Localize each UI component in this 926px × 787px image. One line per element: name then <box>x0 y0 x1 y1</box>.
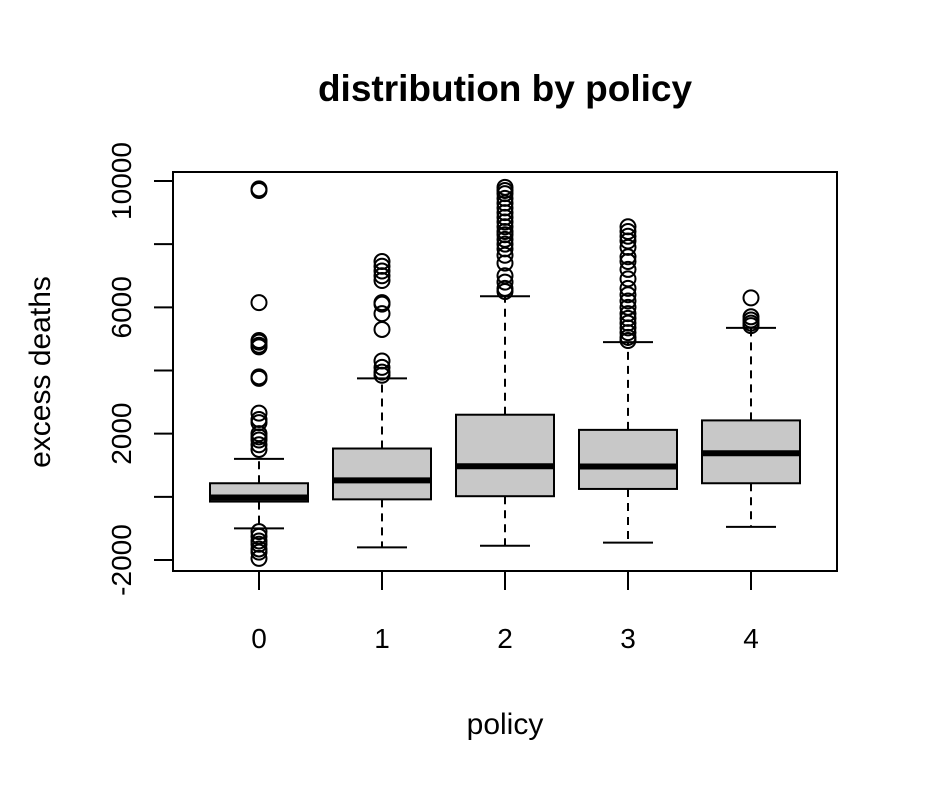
x-tick-label: 1 <box>374 623 390 654</box>
outlier-point <box>250 436 268 454</box>
outlier-point <box>496 218 514 236</box>
outlier-point <box>250 431 268 449</box>
box-policy-4 <box>701 289 801 528</box>
box-policy-2 <box>455 178 555 547</box>
y-tick-label: 2000 <box>106 403 137 465</box>
outlier-point <box>250 338 268 356</box>
outlier-point <box>250 180 268 198</box>
iqr-box <box>455 413 555 498</box>
outlier-point <box>373 305 391 323</box>
box-policy-1 <box>332 253 432 549</box>
outlier-point <box>250 440 268 458</box>
outlier-point <box>619 279 637 297</box>
outlier-point <box>619 286 637 304</box>
outlier-point <box>250 404 268 422</box>
box-policy-3 <box>578 218 678 544</box>
outlier-point <box>619 260 637 278</box>
outlier-point <box>373 358 391 376</box>
x-tick-label: 4 <box>743 623 759 654</box>
outlier-point <box>496 213 514 231</box>
outlier-point <box>250 369 268 387</box>
outlier-point <box>250 523 268 541</box>
box-policy-0 <box>209 180 309 567</box>
outlier-point <box>619 331 637 349</box>
iqr-box <box>332 447 432 501</box>
y-axis-label: excess deaths <box>24 276 57 468</box>
y-axis: -2000 2000 6000 10000 <box>106 142 173 596</box>
outlier-point <box>373 271 391 289</box>
outlier-point <box>619 253 637 271</box>
outlier-point <box>373 366 391 384</box>
outlier-point <box>619 292 637 310</box>
chart-title: distribution by policy <box>318 68 693 109</box>
y-tick-label: 10000 <box>106 142 137 220</box>
outlier-point <box>742 289 760 307</box>
x-axis: 0 1 2 3 4 <box>251 571 759 654</box>
outlier-point <box>373 262 391 280</box>
x-tick-label: 3 <box>620 623 636 654</box>
outlier-point <box>496 235 514 253</box>
outlier-point <box>619 227 637 245</box>
boxes-layer <box>209 178 801 567</box>
y-tick-label: -2000 <box>106 524 137 596</box>
x-axis-label: policy <box>467 708 544 741</box>
outlier-point <box>373 267 391 285</box>
outlier-point <box>250 549 268 567</box>
outlier-point <box>373 320 391 338</box>
outlier-point <box>496 283 514 301</box>
iqr-box <box>578 428 678 490</box>
outlier-point <box>496 273 514 291</box>
x-tick-label: 2 <box>497 623 513 654</box>
outlier-point <box>250 543 268 561</box>
outlier-point <box>619 248 637 266</box>
y-tick-label: 6000 <box>106 276 137 338</box>
outlier-point <box>619 319 637 337</box>
outlier-point <box>496 254 514 272</box>
outlier-point <box>496 246 514 264</box>
x-tick-label: 0 <box>251 623 267 654</box>
outlier-point <box>742 317 760 335</box>
outlier-point <box>373 295 391 313</box>
outlier-point <box>250 294 268 312</box>
outlier-point <box>619 324 637 342</box>
